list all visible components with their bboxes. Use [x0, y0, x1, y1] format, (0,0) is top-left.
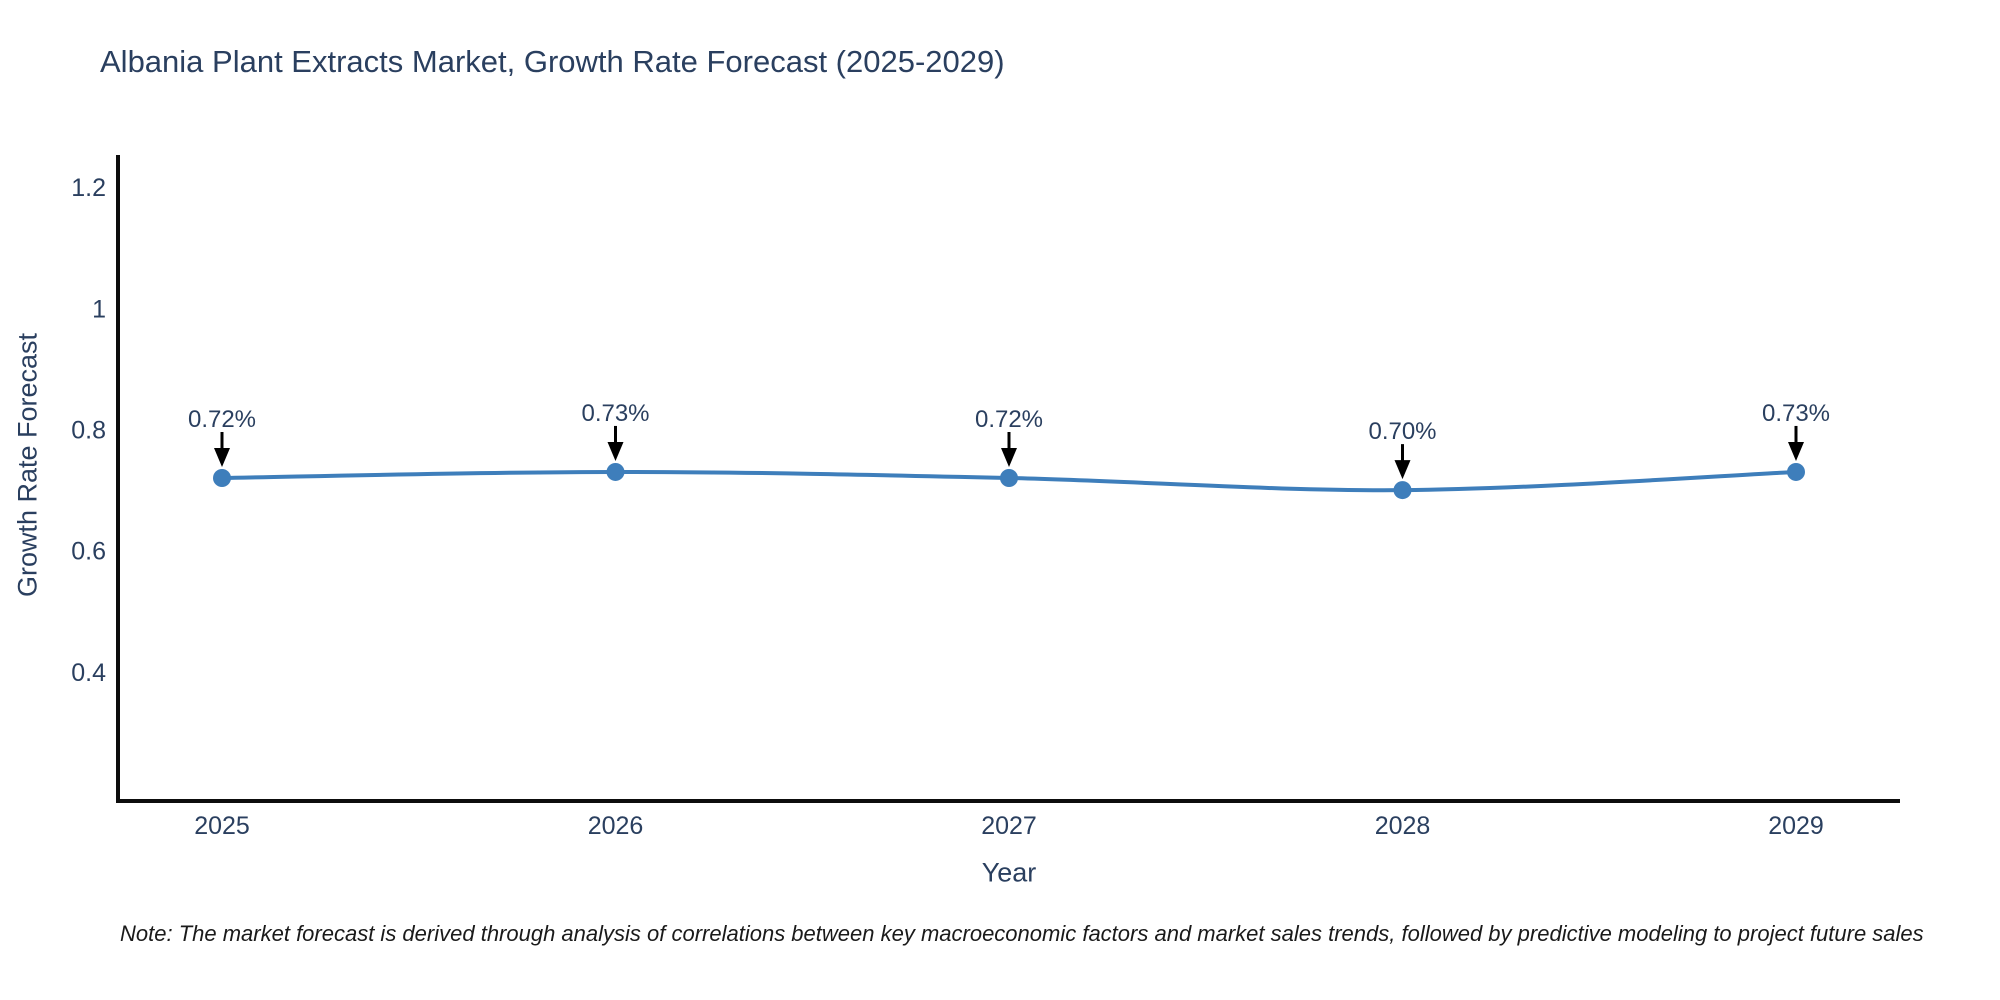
chart-title: Albania Plant Extracts Market, Growth Ra… — [100, 44, 1005, 79]
data-point-2026[interactable] — [606, 462, 625, 481]
point-annotation-2028: 0.70% — [1368, 418, 1436, 445]
y-tick-label: 0.4 — [71, 659, 106, 687]
y-axis-title: Growth Rate Forecast — [12, 332, 43, 598]
footnote: Note: The market forecast is derived thr… — [120, 921, 1924, 946]
x-tick-label: 2028 — [1375, 812, 1431, 840]
annotation-arrowhead-2029 — [1788, 441, 1804, 461]
annotation-arrowhead-2025 — [214, 448, 230, 467]
annotation-arrowhead-2026 — [607, 441, 624, 461]
data-point-2025[interactable] — [213, 469, 231, 487]
point-annotation-2027: 0.72% — [975, 406, 1043, 433]
y-tick-label: 0.8 — [71, 417, 106, 445]
point-annotation-2025: 0.72% — [188, 406, 256, 433]
y-tick-label: 1 — [92, 295, 106, 323]
y-tick-label: 0.6 — [71, 538, 106, 566]
point-annotation-2029: 0.73% — [1762, 400, 1830, 427]
x-axis-title: Year — [981, 857, 1037, 888]
point-annotation-2026: 0.73% — [581, 400, 649, 427]
y-tick-label: 1.2 — [71, 174, 106, 202]
x-tick-label: 2029 — [1768, 812, 1824, 840]
x-tick-label: 2026 — [588, 812, 644, 840]
annotation-arrowhead-2027 — [1001, 448, 1017, 467]
data-point-2029[interactable] — [1787, 462, 1805, 481]
x-tick-label: 2027 — [981, 812, 1037, 840]
data-point-2028[interactable] — [1393, 481, 1412, 500]
annotation-arrowhead-2028 — [1394, 460, 1411, 480]
data-point-2027[interactable] — [1000, 469, 1018, 487]
x-tick-label: 2025 — [194, 812, 250, 840]
